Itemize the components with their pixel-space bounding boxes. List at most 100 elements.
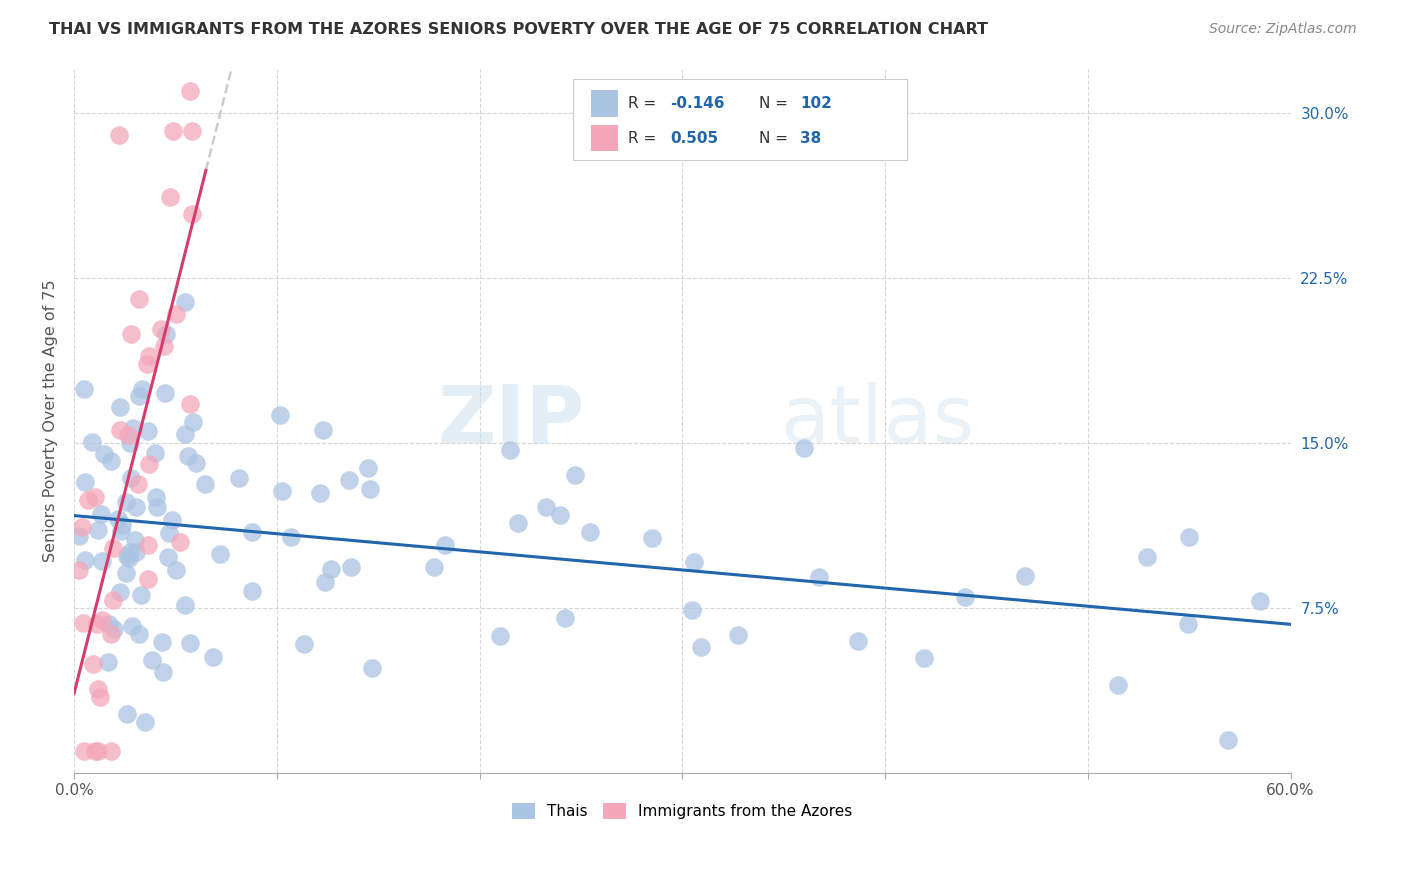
Point <box>314 575 336 590</box>
Point <box>641 531 664 545</box>
Point <box>682 555 704 569</box>
Point <box>846 633 869 648</box>
Point <box>73 744 96 758</box>
Point <box>489 629 512 643</box>
Point <box>124 533 146 547</box>
Point <box>554 611 576 625</box>
Point <box>174 598 197 612</box>
Point <box>359 482 381 496</box>
Point <box>120 545 142 559</box>
Point <box>793 441 815 455</box>
Point <box>108 401 131 415</box>
Point <box>70 520 93 534</box>
Point <box>115 707 138 722</box>
Point <box>499 442 522 457</box>
Point <box>97 655 120 669</box>
Point <box>165 563 187 577</box>
Point <box>1136 550 1159 565</box>
Point <box>101 592 124 607</box>
Point <box>1249 594 1271 608</box>
Point <box>90 613 112 627</box>
FancyBboxPatch shape <box>591 125 617 152</box>
Point <box>87 744 110 758</box>
Point <box>83 744 105 758</box>
Point <box>110 524 132 538</box>
Point <box>153 386 176 401</box>
Point <box>120 326 142 341</box>
Point <box>548 508 571 523</box>
Point <box>506 516 529 531</box>
Text: 38: 38 <box>800 130 821 145</box>
Point <box>1216 732 1239 747</box>
Point <box>67 563 90 577</box>
Point <box>173 427 195 442</box>
Point <box>176 449 198 463</box>
Point <box>162 513 184 527</box>
Point <box>93 447 115 461</box>
Point <box>271 484 294 499</box>
Point <box>114 494 136 508</box>
Point <box>173 295 195 310</box>
Text: R =: R = <box>627 95 661 111</box>
Point <box>681 603 703 617</box>
Point <box>120 471 142 485</box>
Point <box>169 535 191 549</box>
Point <box>1177 617 1199 632</box>
Point <box>82 657 104 672</box>
Point <box>87 681 110 696</box>
Point <box>162 123 184 137</box>
Point <box>131 382 153 396</box>
Text: R =: R = <box>627 130 665 145</box>
Text: ZIP: ZIP <box>437 382 585 459</box>
Point <box>181 415 204 429</box>
Point <box>194 477 217 491</box>
Text: N =: N = <box>759 130 797 145</box>
Point <box>337 473 360 487</box>
Point <box>180 124 202 138</box>
Point <box>1107 678 1129 692</box>
Point <box>357 460 380 475</box>
Point <box>120 435 142 450</box>
Point <box>100 626 122 640</box>
Point <box>115 549 138 563</box>
Point <box>110 585 132 599</box>
Point <box>136 538 159 552</box>
Point <box>155 327 177 342</box>
Point <box>434 538 457 552</box>
Point <box>76 493 98 508</box>
Point <box>157 526 180 541</box>
Point <box>240 524 263 539</box>
Point <box>280 530 302 544</box>
Point <box>208 548 231 562</box>
Point <box>143 446 166 460</box>
Point <box>128 389 150 403</box>
Point <box>181 206 204 220</box>
Point <box>240 583 263 598</box>
Text: Source: ZipAtlas.com: Source: ZipAtlas.com <box>1209 22 1357 37</box>
Point <box>564 468 586 483</box>
Point <box>536 500 558 515</box>
Point <box>138 457 160 471</box>
Point <box>312 423 335 437</box>
Point <box>83 491 105 505</box>
Point <box>953 590 976 604</box>
Point <box>86 523 108 537</box>
Point <box>228 470 250 484</box>
Point <box>67 528 90 542</box>
Text: THAI VS IMMIGRANTS FROM THE AZORES SENIORS POVERTY OVER THE AGE OF 75 CORRELATIO: THAI VS IMMIGRANTS FROM THE AZORES SENIO… <box>49 22 988 37</box>
Point <box>339 560 361 574</box>
Point <box>152 665 174 679</box>
Point <box>912 651 935 665</box>
Point <box>727 628 749 642</box>
Point <box>89 690 111 704</box>
Point <box>73 475 96 489</box>
Point <box>179 397 201 411</box>
Text: atlas: atlas <box>780 382 974 459</box>
Point <box>107 512 129 526</box>
Point <box>90 554 112 568</box>
Legend: Thais, Immigrants from the Azores: Thais, Immigrants from the Azores <box>506 797 859 825</box>
Point <box>108 423 131 437</box>
Point <box>807 570 830 584</box>
Point <box>1014 569 1036 583</box>
Point <box>146 500 169 514</box>
